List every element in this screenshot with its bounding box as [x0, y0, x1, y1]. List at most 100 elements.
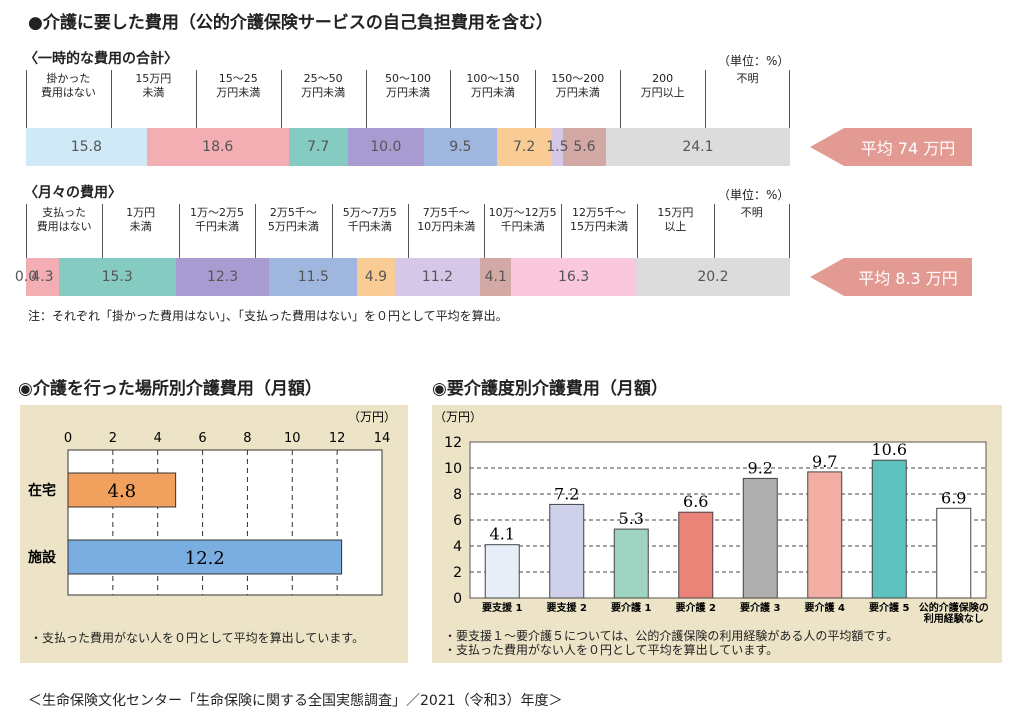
- monthly-value-label: 4.3: [31, 269, 54, 285]
- monthly-segment: [480, 258, 512, 296]
- monthly-category-label: 1万円 未満: [126, 206, 156, 233]
- bar-value-label: 4.1: [490, 525, 515, 544]
- monthly-segment: [58, 258, 176, 296]
- category-label: 公的介護保険の利用経験なし: [919, 601, 989, 625]
- monthly-label-divider: [102, 204, 104, 258]
- category-label: 要介護 5: [869, 601, 909, 614]
- onetime-segment: [563, 128, 606, 166]
- onetime-category-label: 不明: [736, 72, 759, 85]
- onetime-label-divider: [705, 70, 707, 128]
- onetime-category-label: 15～25 万円未満: [216, 72, 261, 99]
- onetime-label-divider: [535, 70, 537, 128]
- category-label: 在宅: [28, 482, 56, 499]
- onetime-label-divider: [26, 70, 27, 128]
- onetime-value-label: 9.5: [449, 139, 472, 155]
- onetime-label-divider: [365, 70, 367, 128]
- monthly-value-label: 0.0: [14, 269, 38, 285]
- bar: [807, 471, 843, 599]
- monthly-label-divider: [331, 204, 333, 258]
- onetime-category-label: 25～50 万円未満: [301, 72, 346, 99]
- y-tick-label: 4: [453, 539, 462, 555]
- level-bar-chart: （万円） 0 2 4 6 8 10 12 4.1 要支援 1 7.2 要支援 2 5.3 要介護 1 6.6…: [434, 410, 989, 625]
- category-label: 施設: [28, 549, 57, 566]
- main-title: ●介護に要した費用（公的介護保険サービスの自己負担費用を含む）: [28, 13, 553, 33]
- category-label: 要支援 2: [547, 601, 587, 614]
- monthly-segment: [635, 258, 790, 296]
- monthly-segment: [269, 258, 358, 296]
- monthly-category-label: 不明: [740, 206, 763, 219]
- bar: [936, 507, 972, 599]
- onetime-value-label: 24.1: [682, 139, 714, 155]
- x-tick-label: 6: [198, 431, 206, 446]
- onetime-value-label: 7.2: [512, 139, 536, 155]
- bar-value-label: 12.2: [185, 548, 225, 569]
- monthly-segment: [175, 258, 270, 296]
- monthly-value-label: 20.2: [697, 269, 729, 285]
- onetime-value-label: 1.5: [546, 139, 569, 155]
- monthly-category-label: 5万～7万5 千円未満: [342, 206, 397, 233]
- bar: [678, 511, 714, 599]
- monthly-value-label: 11.2: [421, 269, 453, 285]
- onetime-category-label: 15万円 未満: [135, 72, 172, 99]
- monthly-average-badge: 平均 8.3 万円: [810, 258, 972, 296]
- category-label: 要介護 4: [805, 601, 845, 614]
- monthly-segment: [357, 258, 395, 296]
- monthly-value-label: 11.5: [297, 269, 329, 285]
- monthly-label-divider: [255, 204, 257, 258]
- monthly-stacked-bar: 0.0 4.3 15.3 12.3 11.5 4.9 11.2 4.1 16.3 20.2: [15, 258, 790, 296]
- y-tick-label: 6: [453, 513, 462, 529]
- bar-value-label: 6.9: [941, 488, 966, 507]
- onetime-value-label: 18.6: [202, 139, 234, 155]
- bar-value-label: 10.6: [871, 440, 907, 459]
- place-bar-chart: （万円） 0 2 4 6 8 10 12 14 在宅 4.8 施設 12.2: [28, 410, 396, 596]
- level-chart-panel: （万円） 0 2 4 6 8 10 12 4.1 要支援 1 7.2 要支援 2 5.3 要介護 1 6.6…: [432, 405, 1002, 663]
- bar: [67, 539, 343, 575]
- x-tick-label: 14: [374, 431, 391, 446]
- monthly-category-label: 10万～12万5 千円未満: [488, 206, 557, 233]
- monthly-category-labels: 支払った 費用はない 1万円 未満 1万～2万5 千円未満 2万5千～ 5万円未満 5万…: [26, 202, 790, 258]
- onetime-title: 〈一時的な費用の合計〉: [24, 51, 178, 67]
- onetime-segment: [551, 128, 564, 166]
- y-tick-label: 12: [444, 435, 462, 451]
- onetime-label-divider: [110, 70, 112, 128]
- place-chart-panel: （万円） 0 2 4 6 8 10 12 14 在宅 4.8 施設 12.2 ・支払った費用がない人を０…: [20, 405, 408, 663]
- bar-value-label: 9.2: [748, 458, 773, 477]
- monthly-value-label: 15.3: [101, 269, 133, 285]
- place-chart-note: ・支払った費用がない人を０円として平均を算出しています。: [30, 631, 365, 645]
- monthly-label-divider: [26, 204, 27, 258]
- monthly-label-divider: [178, 204, 180, 258]
- monthly-category-label: 15万円 以上: [657, 206, 694, 233]
- onetime-label-divider: [280, 70, 282, 128]
- monthly-value-label: 12.3: [206, 269, 239, 285]
- category-label: 要介護 2: [676, 601, 716, 614]
- onetime-segment: [288, 128, 348, 166]
- monthly-category-label: 1万～2万5 千円未満: [189, 206, 244, 233]
- onetime-segment: [146, 128, 289, 166]
- place-chart-title: ◉介護を行った場所別介護費用（月額）: [18, 379, 322, 399]
- category-label: 要支援 1: [482, 601, 522, 614]
- y-tick-label: 10: [444, 461, 462, 477]
- bar: [67, 472, 177, 508]
- bar: [549, 503, 585, 599]
- onetime-category-label: 50～100 万円未満: [384, 72, 431, 99]
- monthly-category-label: 支払った 費用はない: [36, 206, 92, 233]
- monthly-unit: （単位：%）: [718, 188, 790, 202]
- onetime-average-badge: 平均 74 万円: [810, 128, 972, 166]
- x-tick-label: 8: [243, 431, 251, 446]
- monthly-segment: [394, 258, 481, 296]
- monthly-category-label: 12万5千～ 15万円未満: [569, 206, 628, 233]
- bar-value-label: 4.8: [108, 481, 137, 502]
- onetime-segment: [347, 128, 425, 166]
- onetime-category-label: 200 万円以上: [640, 72, 685, 99]
- bar-value-label: 6.6: [683, 492, 708, 511]
- bar-value-label: 5.3: [619, 509, 644, 528]
- level-chart-title: ◉要介護度別介護費用（月額）: [432, 379, 668, 399]
- onetime-value-label: 7.7: [307, 139, 330, 155]
- bar: [613, 528, 649, 599]
- onetime-unit: （単位：%）: [718, 54, 790, 68]
- monthly-value-label: 4.1: [484, 269, 507, 285]
- level-chart-note-2: ・支払った費用がない人を０円として平均を算出しています。: [444, 643, 779, 657]
- monthly-label-divider: [408, 204, 409, 258]
- monthly-segment: [26, 258, 59, 296]
- monthly-label-divider: [484, 204, 486, 258]
